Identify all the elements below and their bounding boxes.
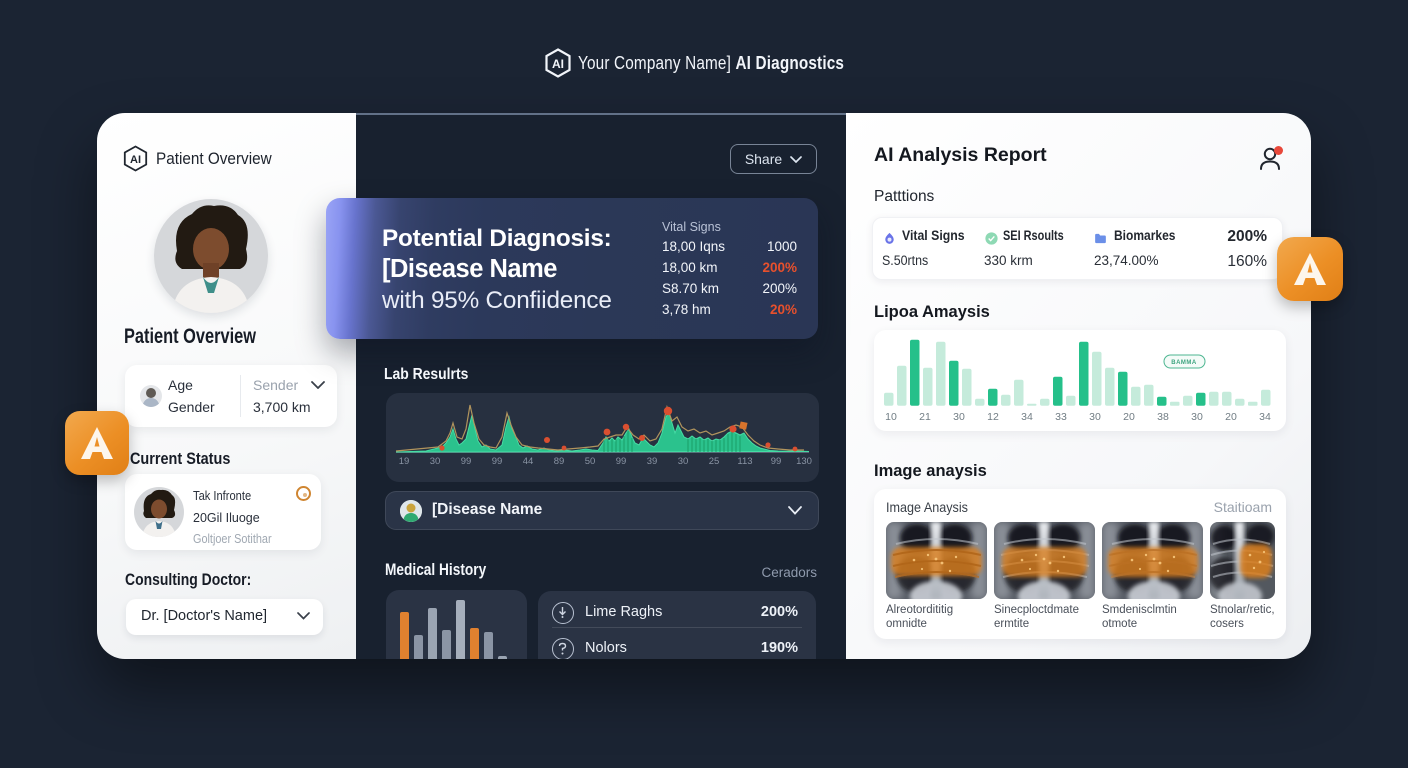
svg-text:AI: AI xyxy=(130,154,141,166)
svg-text:12: 12 xyxy=(987,411,999,423)
svg-text:21: 21 xyxy=(919,411,931,423)
svg-text:50: 50 xyxy=(585,456,596,467)
svg-text:44: 44 xyxy=(523,456,534,467)
svg-text:30: 30 xyxy=(1191,411,1203,423)
svg-text:30: 30 xyxy=(678,456,689,467)
svg-text:25: 25 xyxy=(709,456,720,467)
svg-text:30: 30 xyxy=(430,456,441,467)
svg-text:BAMMA: BAMMA xyxy=(1171,360,1197,366)
svg-text:89: 89 xyxy=(554,456,565,467)
svg-text:39: 39 xyxy=(647,456,658,467)
svg-text:33: 33 xyxy=(1055,411,1067,423)
svg-text:19: 19 xyxy=(399,456,410,467)
svg-text:30: 30 xyxy=(1089,411,1101,423)
svg-text:99: 99 xyxy=(492,456,503,467)
svg-text:AI: AI xyxy=(552,57,564,71)
svg-text:38: 38 xyxy=(1157,411,1169,423)
svg-text:130: 130 xyxy=(796,456,812,467)
svg-text:99: 99 xyxy=(616,456,627,467)
svg-text:20: 20 xyxy=(1123,411,1135,423)
svg-text:30: 30 xyxy=(953,411,965,423)
svg-text:99: 99 xyxy=(461,456,472,467)
svg-text:99: 99 xyxy=(771,456,782,467)
svg-text:20: 20 xyxy=(1225,411,1237,423)
svg-text:10: 10 xyxy=(885,411,897,423)
svg-text:34: 34 xyxy=(1259,411,1271,423)
svg-text:34: 34 xyxy=(1021,411,1033,423)
svg-text:113: 113 xyxy=(737,456,752,467)
